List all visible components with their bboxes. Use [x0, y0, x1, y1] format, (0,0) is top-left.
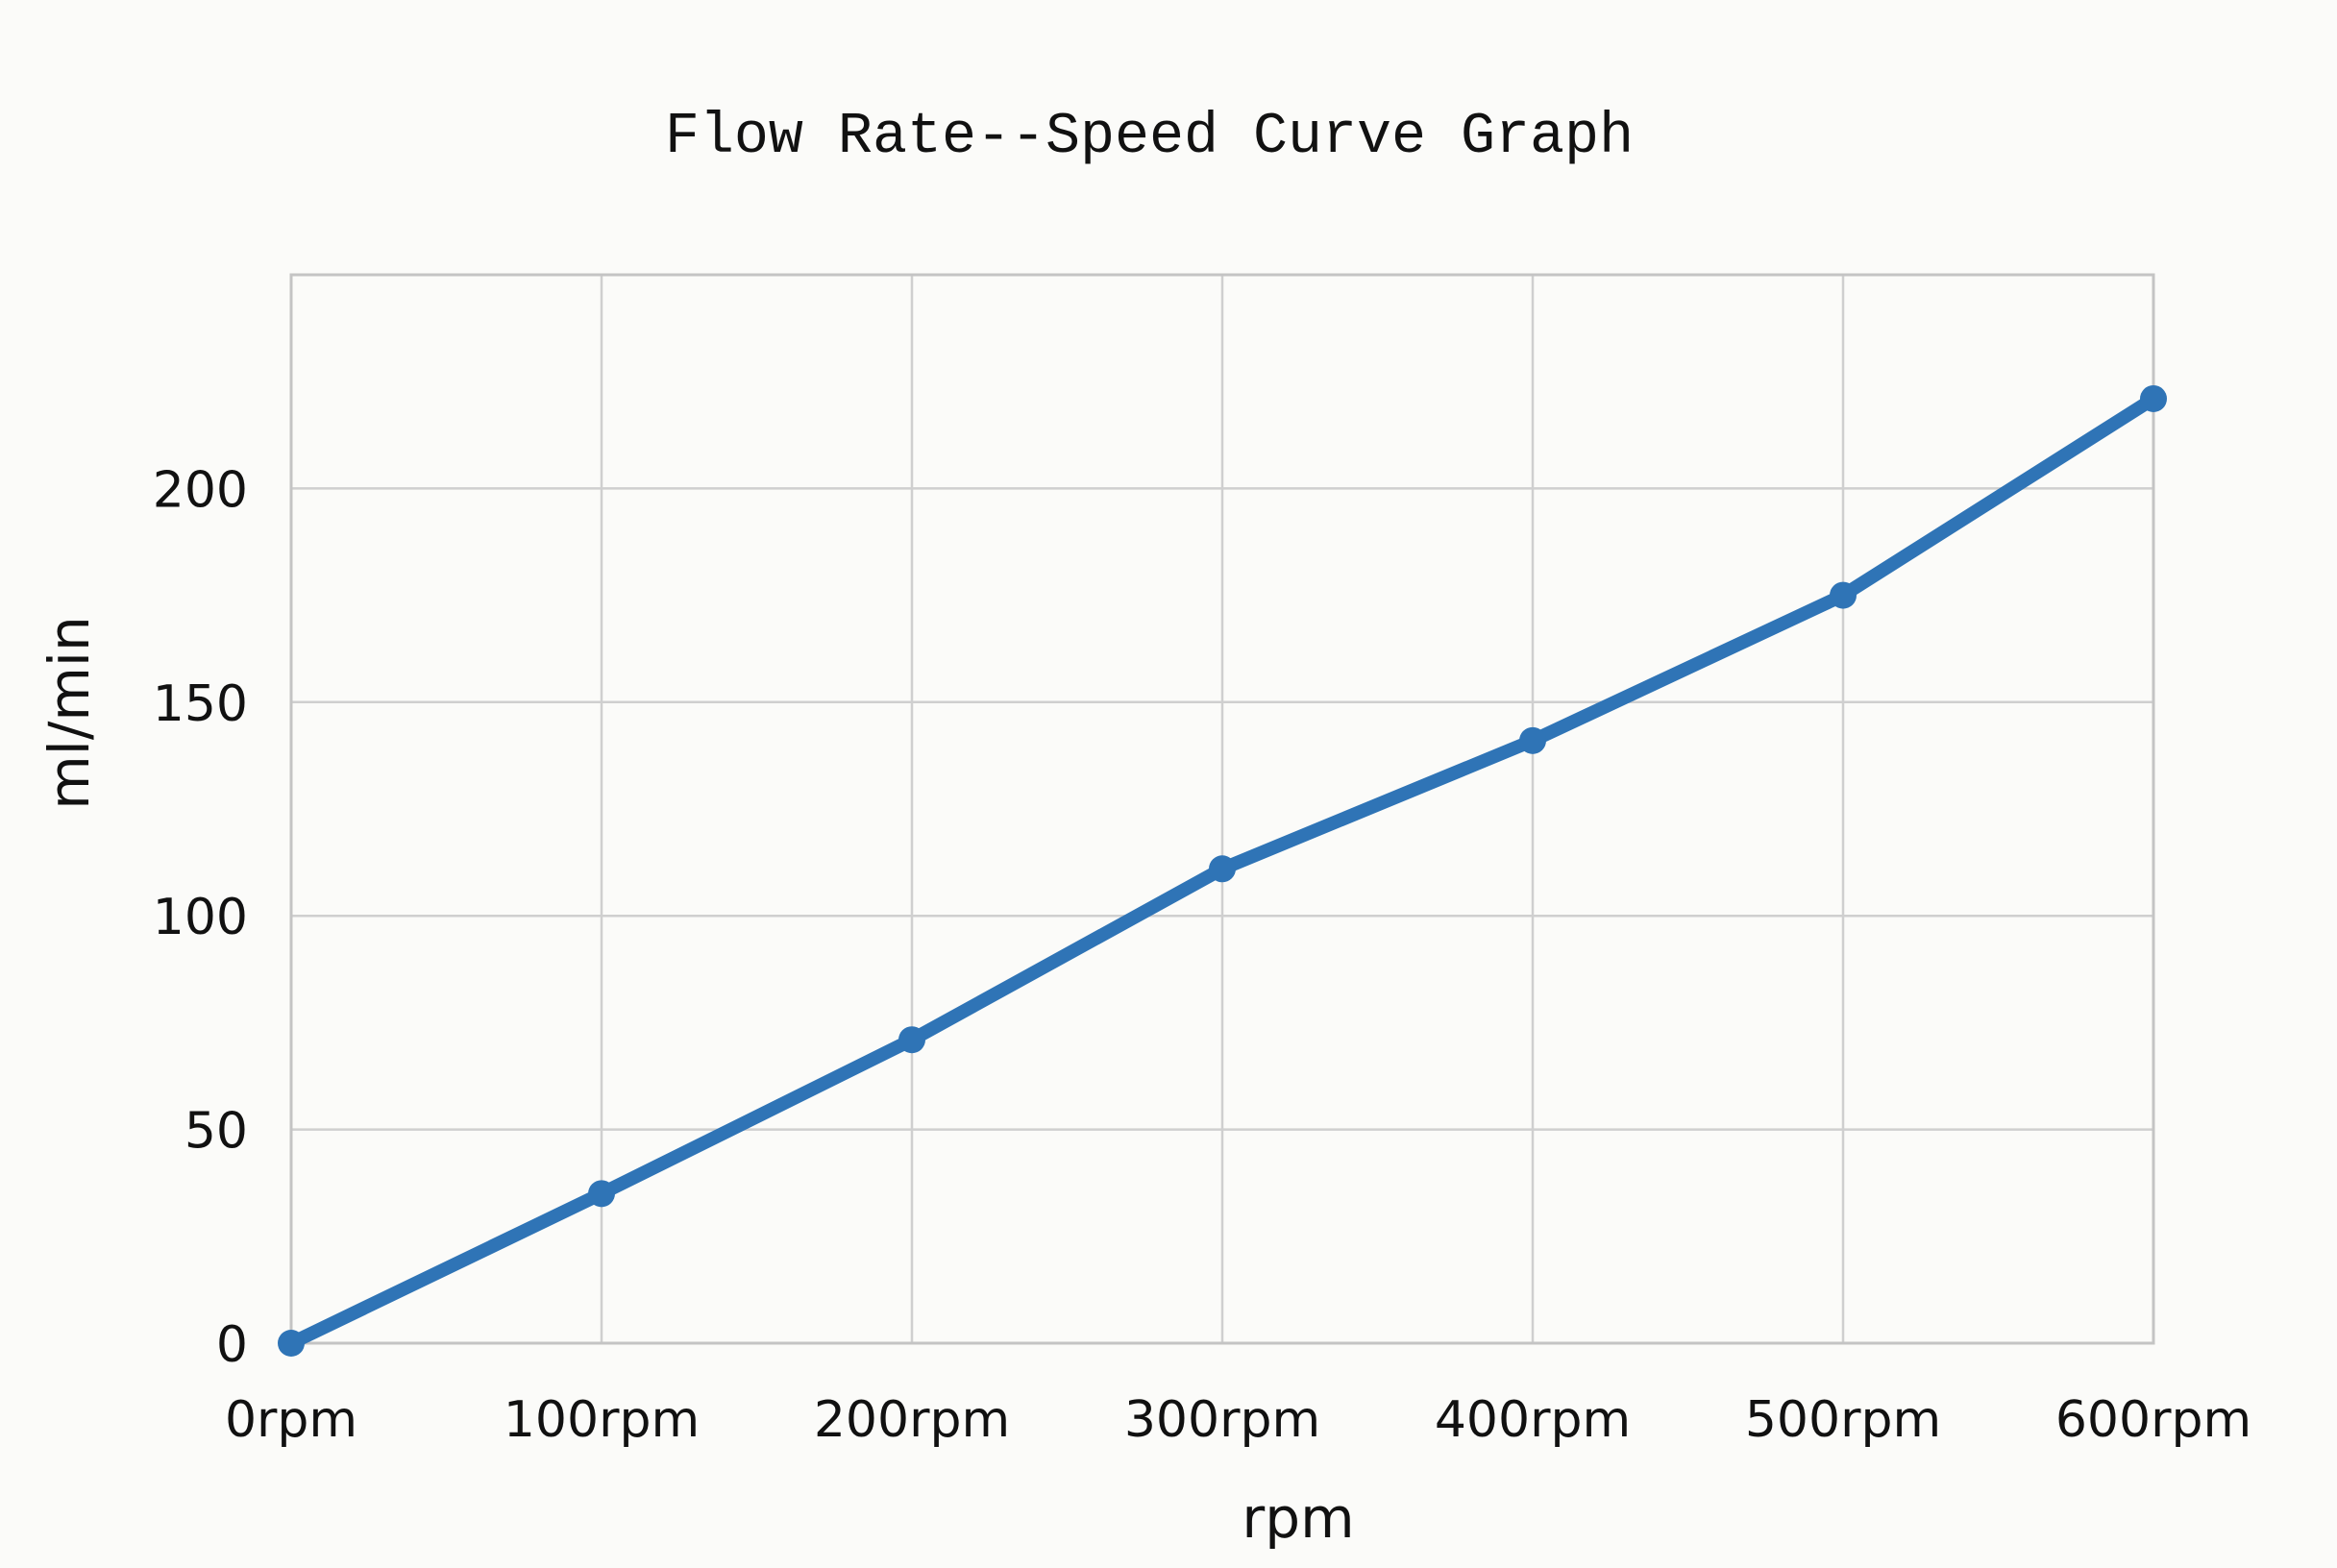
y-tick-label: 150 [153, 675, 248, 733]
x-tick-label: 0rpm [225, 1391, 357, 1449]
x-tick-label: 600rpm [2055, 1391, 2251, 1449]
x-tick-label: 400rpm [1435, 1391, 1631, 1449]
data-point [1209, 855, 1236, 883]
y-tick-label: 50 [184, 1103, 248, 1161]
y-axis-tick-labels: 0 50 100 150 200 [153, 461, 248, 1374]
x-tick-label: 500rpm [1745, 1391, 1941, 1449]
data-point [278, 1330, 305, 1357]
data-point [1519, 726, 1546, 754]
data-point [1830, 581, 1857, 609]
data-point [898, 1026, 925, 1054]
y-tick-label: 0 [216, 1316, 248, 1374]
flow-rate-series [278, 384, 2167, 1357]
y-tick-label: 100 [153, 889, 248, 946]
x-axis-label: rpm [1242, 1485, 1354, 1551]
x-tick-label: 300rpm [1124, 1391, 1320, 1449]
data-point [2140, 384, 2167, 412]
x-tick-label: 200rpm [814, 1391, 1010, 1449]
x-tick-label: 100rpm [504, 1391, 700, 1449]
y-axis-label: ml/min [37, 616, 102, 810]
x-axis-tick-labels: 0rpm 100rpm 200rpm 300rpm 400rpm 500rpm 600rpm [225, 1391, 2251, 1449]
data-point [588, 1180, 615, 1208]
chart-grid [291, 275, 2153, 1343]
plot-area-frame [289, 273, 2155, 1345]
chart-title: Flow Rate--Speed Curve Graph [665, 105, 1634, 170]
y-tick-label: 200 [153, 461, 248, 519]
